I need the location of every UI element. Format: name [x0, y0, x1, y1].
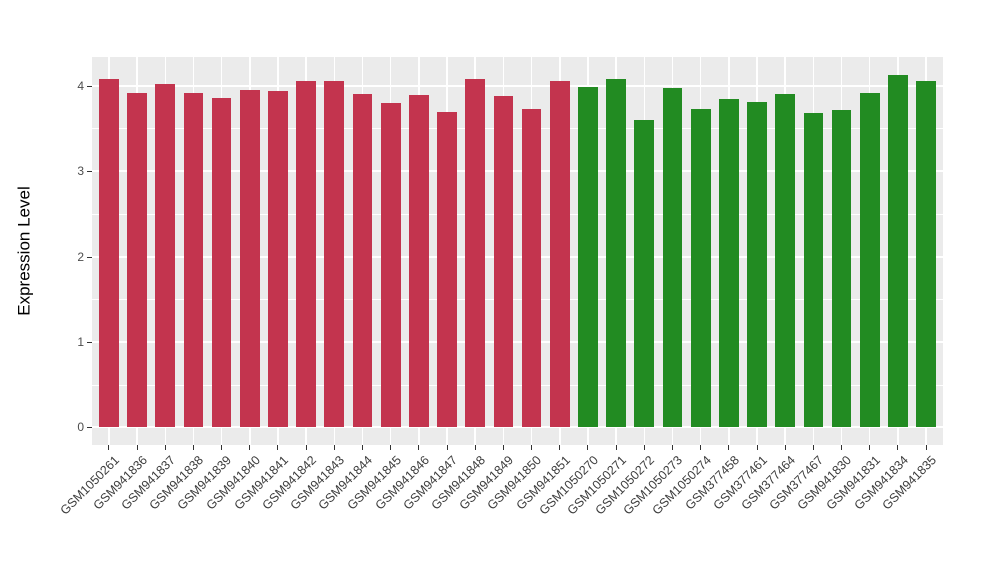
gridline-y-minor: [92, 213, 943, 215]
bar-GSM941834: [888, 74, 908, 428]
bar-GSM377467: [803, 113, 824, 428]
x-tick-mark: [164, 445, 166, 450]
bar-GSM941851: [549, 81, 570, 428]
gridline-y-major: [92, 84, 943, 87]
x-tick-mark: [192, 445, 194, 450]
bar-GSM941848: [465, 78, 486, 428]
y-tick-mark: [87, 256, 92, 258]
bar-GSM941846: [409, 95, 429, 428]
x-tick-mark: [671, 445, 673, 450]
x-tick-mark: [812, 445, 814, 450]
bar-GSM377464: [775, 94, 796, 428]
y-tick-label: 3: [77, 164, 84, 179]
bar-GSM1050273: [662, 88, 683, 428]
bar-GSM941835: [916, 80, 936, 428]
x-tick-mark: [221, 445, 223, 450]
x-tick-mark: [559, 445, 561, 450]
bar-GSM941844: [352, 94, 373, 428]
bar-GSM1050271: [606, 78, 626, 428]
x-tick-mark: [390, 445, 392, 450]
bar-GSM941841: [268, 90, 288, 428]
bar-GSM941845: [380, 102, 401, 428]
bar-GSM941843: [324, 81, 345, 428]
y-tick-mark: [87, 85, 92, 87]
bar-GSM377461: [747, 101, 767, 428]
x-tick-mark: [136, 445, 138, 450]
y-tick-label: 0: [77, 420, 84, 435]
bar-GSM941830: [831, 109, 852, 428]
bar-GSM941837: [155, 84, 176, 428]
y-tick-label: 1: [77, 334, 84, 349]
gridline-y-minor: [92, 128, 943, 130]
x-tick-mark: [249, 445, 251, 450]
x-tick-mark: [333, 445, 335, 450]
x-tick-mark: [756, 445, 758, 450]
y-tick-mark: [87, 341, 92, 343]
y-tick-label: 2: [77, 249, 84, 264]
gridline-y-major: [92, 170, 943, 173]
bar-GSM941850: [521, 108, 542, 428]
gridline-y-minor: [92, 299, 943, 301]
bar-GSM941831: [859, 93, 880, 428]
bar-GSM377458: [718, 99, 739, 428]
x-tick-mark: [841, 445, 843, 450]
x-tick-mark: [728, 445, 730, 450]
gridline-y-major: [92, 426, 943, 429]
x-tick-mark: [418, 445, 420, 450]
plot-panel: [92, 57, 943, 445]
x-tick-mark: [474, 445, 476, 450]
bar-GSM1050261: [99, 78, 119, 428]
bar-GSM1050272: [634, 119, 655, 428]
x-tick-mark: [925, 445, 927, 450]
x-tick-mark: [446, 445, 448, 450]
bar-GSM941849: [493, 95, 514, 428]
x-tick-mark: [784, 445, 786, 450]
x-tick-mark: [531, 445, 533, 450]
bar-GSM941842: [296, 81, 316, 428]
gridline-y-minor: [92, 384, 943, 386]
x-tick-mark: [869, 445, 871, 450]
bar-GSM941840: [239, 90, 260, 428]
x-tick-mark: [615, 445, 617, 450]
bar-GSM941838: [183, 92, 204, 428]
x-tick-mark: [108, 445, 110, 450]
y-tick-mark: [87, 171, 92, 173]
y-tick-label: 4: [77, 78, 84, 93]
x-tick-mark: [643, 445, 645, 450]
gridline-y-major: [92, 255, 943, 258]
x-tick-mark: [305, 445, 307, 450]
bar-GSM941839: [211, 97, 232, 428]
x-tick-mark: [502, 445, 504, 450]
bar-GSM1050274: [690, 108, 711, 428]
bar-GSM941847: [437, 112, 457, 428]
x-tick-mark: [362, 445, 364, 450]
x-tick-mark: [897, 445, 899, 450]
x-tick-mark: [587, 445, 589, 450]
bar-GSM941836: [127, 93, 147, 428]
gridline-y-major: [92, 340, 943, 343]
x-tick-mark: [700, 445, 702, 450]
y-tick-mark: [87, 427, 92, 429]
x-tick-mark: [277, 445, 279, 450]
bar-GSM1050270: [578, 87, 598, 428]
